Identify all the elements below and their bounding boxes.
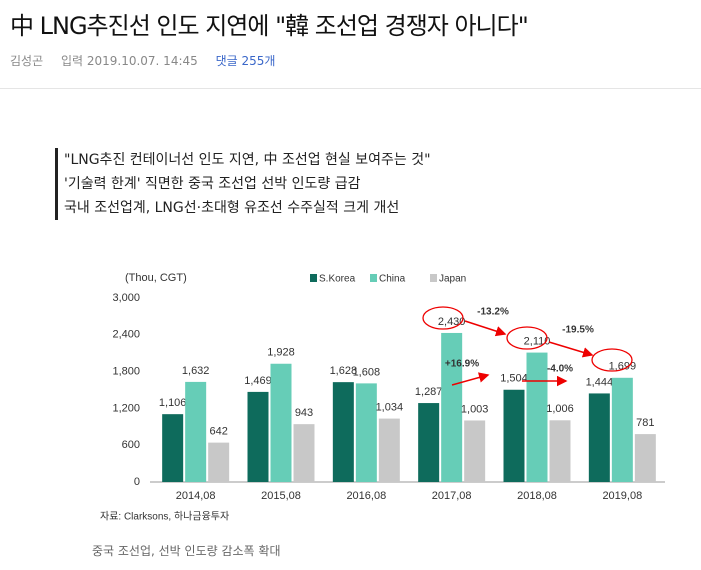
value-label: 1,106 xyxy=(159,397,187,409)
highlight-circle xyxy=(422,306,464,330)
legend-swatch xyxy=(310,274,317,282)
summary-line: 국내 조선업계, LNG선·초대형 유조선 수주실적 크게 개선 xyxy=(64,200,400,216)
summary-line: '기술력 한계' 직면한 중국 조선업 선박 인도량 급감 xyxy=(64,176,361,192)
bar xyxy=(208,442,230,482)
legend-swatch xyxy=(370,274,377,282)
y-tick-label: 2,400 xyxy=(112,329,140,341)
byline: 김성곤 입력 2019.10.07. 14:45 댓글 255개 xyxy=(10,52,289,69)
highlight-circle xyxy=(506,326,548,350)
annotation: -4.0% xyxy=(547,364,573,375)
value-label: 1,469 xyxy=(244,375,272,387)
value-label: 642 xyxy=(209,426,227,438)
value-label: 1,287 xyxy=(415,386,443,398)
bar xyxy=(588,393,610,482)
separator xyxy=(0,88,701,89)
value-label: 1,003 xyxy=(461,403,489,415)
bar xyxy=(247,391,269,482)
bar xyxy=(526,352,548,482)
y-tick-label: 0 xyxy=(134,476,140,488)
annotation: -13.2% xyxy=(477,307,509,318)
value-label: 1,608 xyxy=(353,366,381,378)
headline: 中 LNG추진선 인도 지연에 "韓 조선업 경쟁자 아니다" xyxy=(10,12,529,40)
bar xyxy=(441,332,463,482)
value-label: 1,504 xyxy=(500,373,528,385)
annotation-arrow xyxy=(548,341,594,358)
value-label: 1,444 xyxy=(586,376,614,388)
value-label: 781 xyxy=(636,417,654,429)
x-tick-label: 2018,08 xyxy=(517,490,557,502)
legend-label: Japan xyxy=(439,274,466,285)
highlight-circle xyxy=(591,348,633,372)
x-tick-label: 2014,08 xyxy=(176,490,216,502)
bar xyxy=(503,389,525,482)
x-tick-label: 2019,08 xyxy=(602,490,642,502)
bar xyxy=(332,382,354,482)
bar xyxy=(185,381,207,482)
annotation-arrow xyxy=(464,320,507,337)
summary: "LNG추진 컨테이너선 인도 지연, 中 조선업 현실 보여주는 것" '기술… xyxy=(55,148,431,220)
annotation: -19.5% xyxy=(562,325,594,336)
value-label: 943 xyxy=(295,407,313,419)
legend-label: S.Korea xyxy=(319,274,356,285)
y-tick-label: 600 xyxy=(122,439,140,451)
value-label: 1,034 xyxy=(376,401,404,413)
bar xyxy=(355,383,377,482)
value-label: 1,628 xyxy=(330,365,358,377)
legend-swatch xyxy=(430,274,437,282)
comments-link[interactable]: 댓글 255개 xyxy=(215,54,276,68)
bar xyxy=(162,414,184,482)
annotation: +16.9% xyxy=(445,359,479,370)
bar xyxy=(270,363,292,482)
summary-line: "LNG추진 컨테이너선 인도 지연, 中 조선업 현실 보여주는 것" xyxy=(64,152,431,168)
date: 입력 2019.10.07. 14:45 xyxy=(60,54,198,68)
annotation-arrow xyxy=(451,372,490,386)
bar xyxy=(634,434,656,482)
x-tick-label: 2015,08 xyxy=(261,490,301,502)
y-tick-label: 1,200 xyxy=(112,402,140,414)
x-tick-label: 2017,08 xyxy=(432,490,472,502)
y-tick-label: 3,000 xyxy=(112,292,140,304)
value-label: 1,699 xyxy=(609,361,637,373)
legend-label: China xyxy=(379,274,406,285)
y-tick-label: 1,800 xyxy=(112,366,140,378)
value-label: 1,006 xyxy=(546,403,574,415)
y-axis-label: (Thou, CGT) xyxy=(125,272,187,284)
bar xyxy=(464,420,486,482)
bar xyxy=(378,418,400,482)
caption: 중국 조선업, 선박 인도량 감소폭 확대 xyxy=(92,544,281,558)
bar xyxy=(611,377,633,482)
author: 김성곤 xyxy=(10,54,44,68)
bar xyxy=(549,420,571,482)
value-label: 1,632 xyxy=(182,365,210,377)
bar xyxy=(418,403,440,482)
bar xyxy=(293,424,315,482)
x-tick-label: 2016,08 xyxy=(346,490,386,502)
value-label: 1,928 xyxy=(267,347,295,359)
source: 자료: Clarksons, 하나금융투자 xyxy=(100,510,229,523)
